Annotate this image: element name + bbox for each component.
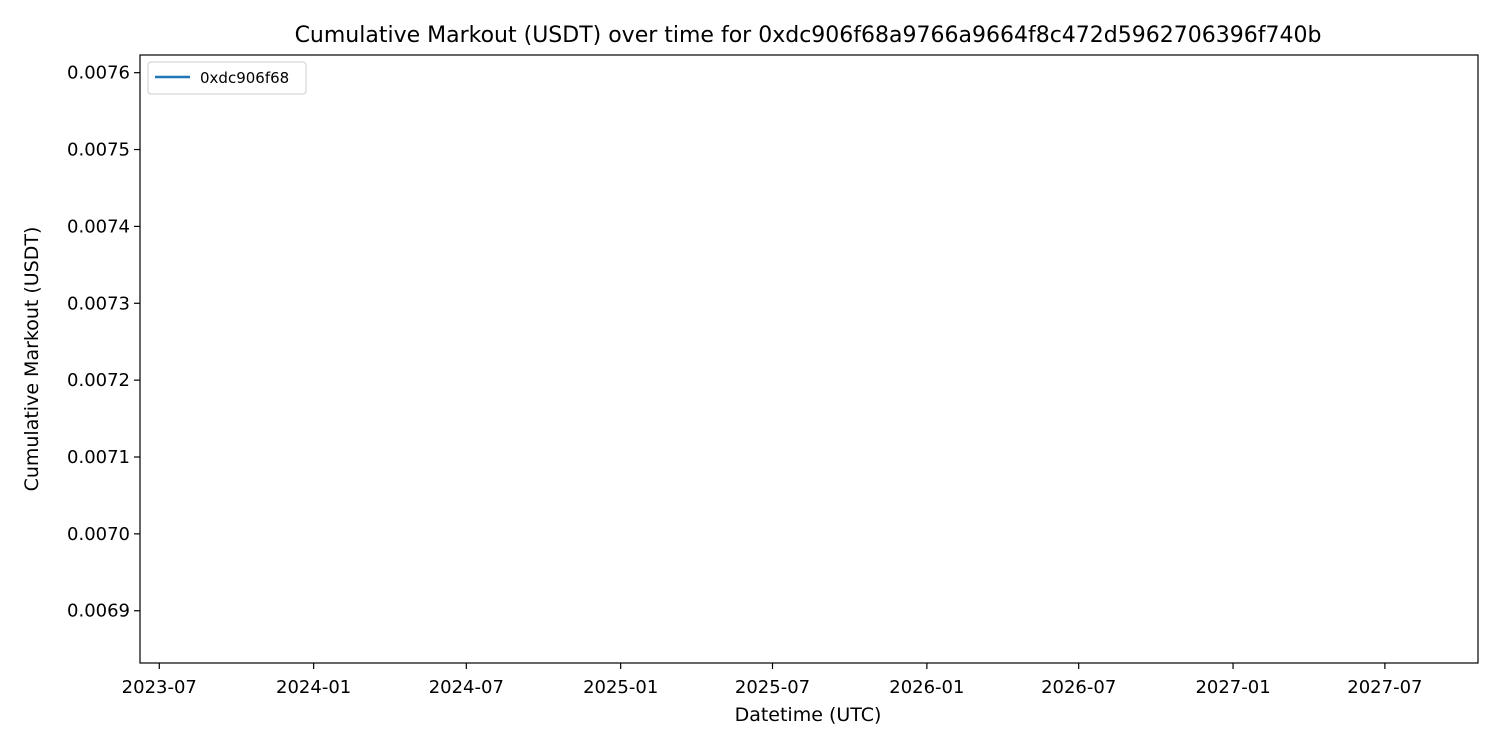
y-axis-label: Cumulative Markout (USDT) <box>21 227 43 492</box>
plot-area <box>139 54 1479 664</box>
x-tick-label: 2026-07 <box>1041 677 1116 698</box>
x-tick-label: 2023-07 <box>122 677 197 698</box>
x-tick-label: 2027-01 <box>1195 677 1270 698</box>
x-axis-ticks: 2023-07 2024-01 2024-07 2025-01 2025-07 2026-… <box>122 663 1422 698</box>
x-tick-label: 2025-01 <box>583 677 658 698</box>
legend-box <box>147 61 307 95</box>
y-tick-label: 0.0073 <box>67 293 130 314</box>
y-tick-label: 0.0076 <box>67 63 130 84</box>
y-tick-label: 0.0075 <box>67 140 130 161</box>
x-tick-label: 2027-07 <box>1347 677 1422 698</box>
legend: 0xdc906f68 <box>147 61 307 95</box>
x-tick-label: 2024-07 <box>429 677 504 698</box>
x-tick-label: 2026-01 <box>889 677 964 698</box>
y-tick-label: 0.0069 <box>67 601 130 622</box>
y-tick-label: 0.0071 <box>67 447 130 468</box>
x-axis-label: Datetime (UTC) <box>735 704 882 726</box>
x-tick-label: 2025-07 <box>735 677 810 698</box>
chart-title: Cumulative Markout (USDT) over time for … <box>295 23 1322 48</box>
x-tick-label: 2024-01 <box>276 677 351 698</box>
y-tick-label: 0.0072 <box>67 370 130 391</box>
y-tick-label: 0.0070 <box>67 524 130 545</box>
y-axis-ticks: 0.0069 0.0070 0.0071 0.0072 0.0073 0.0074 0.00… <box>67 63 140 622</box>
legend-label: 0xdc906f68 <box>200 69 289 87</box>
y-tick-label: 0.0074 <box>67 216 130 237</box>
